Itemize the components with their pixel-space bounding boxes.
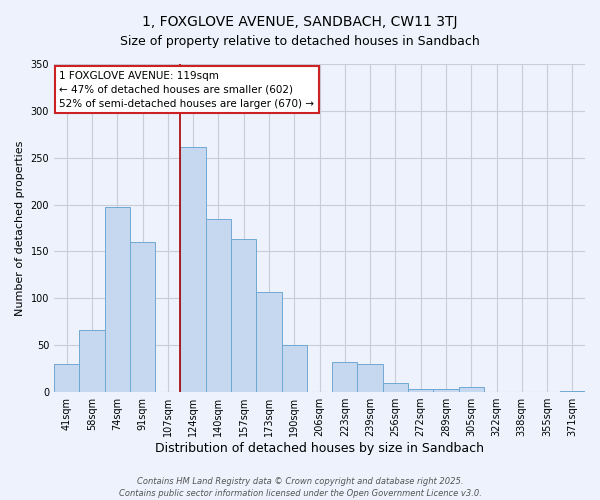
Bar: [104, 208, 130, 392]
Text: 1, FOXGLOVE AVENUE, SANDBACH, CW11 3TJ: 1, FOXGLOVE AVENUE, SANDBACH, CW11 3TJ: [142, 15, 458, 29]
Bar: [79, 330, 104, 392]
X-axis label: Distribution of detached houses by size in Sandbach: Distribution of detached houses by size …: [155, 442, 484, 455]
Bar: [458, 388, 484, 392]
Bar: [256, 292, 281, 392]
Bar: [130, 242, 155, 392]
Bar: [408, 390, 433, 392]
Text: 1 FOXGLOVE AVENUE: 119sqm
← 47% of detached houses are smaller (602)
52% of semi: 1 FOXGLOVE AVENUE: 119sqm ← 47% of detac…: [59, 70, 314, 108]
Bar: [332, 362, 358, 392]
Text: Contains HM Land Registry data © Crown copyright and database right 2025.
Contai: Contains HM Land Registry data © Crown c…: [119, 476, 481, 498]
Text: Size of property relative to detached houses in Sandbach: Size of property relative to detached ho…: [120, 35, 480, 48]
Bar: [383, 382, 408, 392]
Bar: [358, 364, 383, 392]
Bar: [560, 391, 585, 392]
Bar: [181, 148, 206, 392]
Bar: [231, 240, 256, 392]
Bar: [206, 218, 231, 392]
Bar: [54, 364, 79, 392]
Bar: [281, 345, 307, 392]
Bar: [433, 390, 458, 392]
Y-axis label: Number of detached properties: Number of detached properties: [15, 140, 25, 316]
